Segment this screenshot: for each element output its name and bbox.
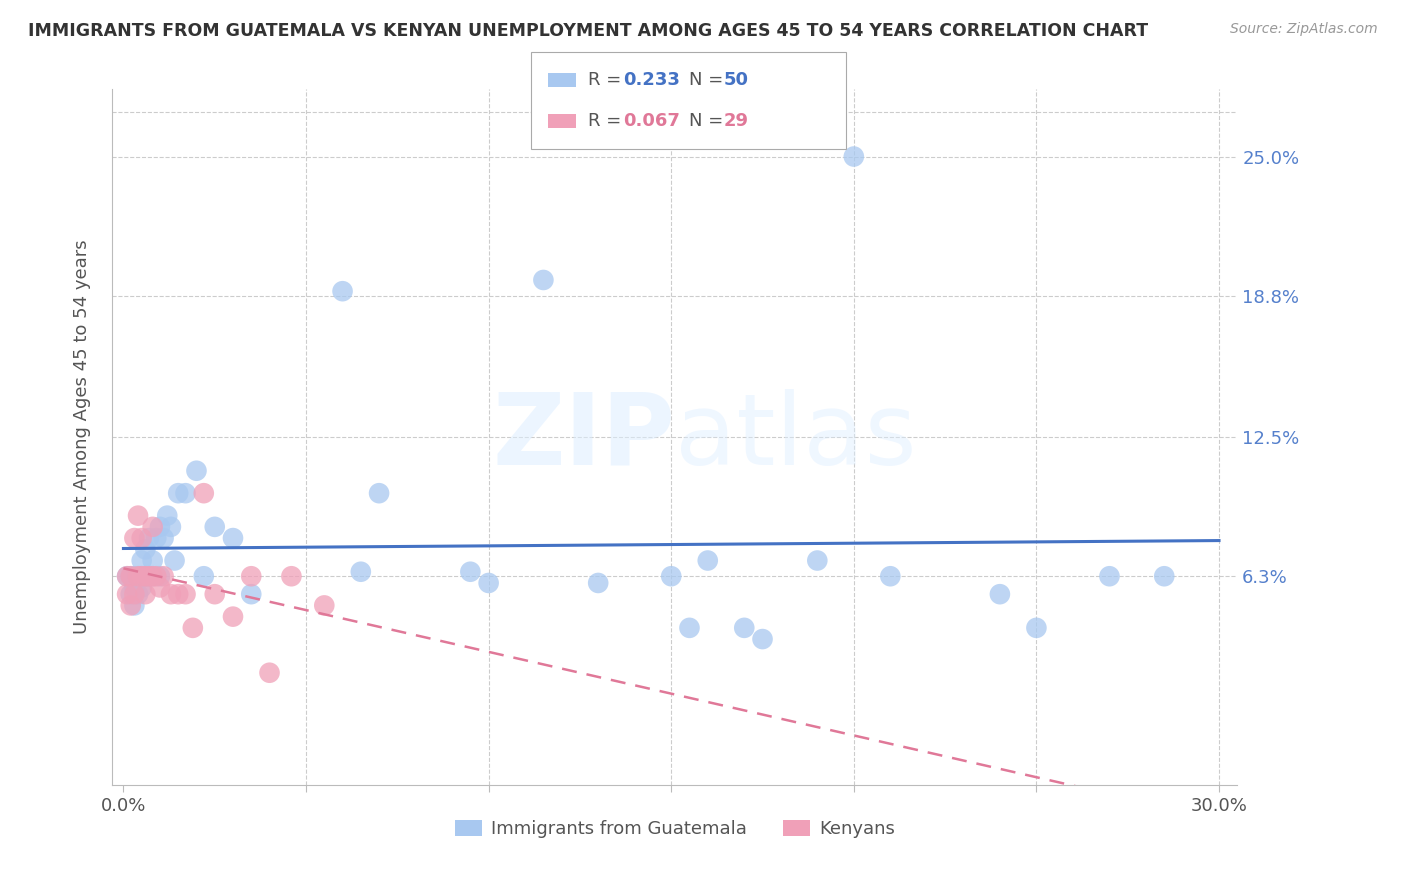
Point — [240, 569, 263, 583]
Point — [134, 587, 156, 601]
Point — [988, 587, 1011, 601]
Point — [678, 621, 700, 635]
Point — [314, 599, 336, 613]
Point — [167, 486, 190, 500]
Point — [127, 569, 149, 583]
Point — [124, 569, 146, 583]
Point — [1153, 569, 1175, 583]
Point — [134, 569, 156, 583]
Point — [586, 576, 609, 591]
Point — [368, 486, 391, 500]
Point — [131, 581, 153, 595]
Point — [124, 581, 146, 595]
Text: 50: 50 — [724, 70, 749, 88]
Y-axis label: Unemployment Among Ages 45 to 54 years: Unemployment Among Ages 45 to 54 years — [73, 240, 91, 634]
Point — [156, 508, 179, 523]
Text: R =: R = — [588, 70, 627, 88]
Point — [204, 520, 226, 534]
Point — [145, 569, 167, 583]
Point — [120, 599, 142, 613]
Point — [142, 569, 165, 583]
Text: N =: N = — [689, 70, 728, 88]
Point — [142, 553, 165, 567]
Point — [163, 553, 186, 567]
Point — [193, 569, 215, 583]
Point — [149, 520, 172, 534]
Point — [204, 587, 226, 601]
Point — [152, 569, 174, 583]
Point — [193, 486, 215, 500]
Point — [131, 531, 153, 545]
Point — [280, 569, 302, 583]
Point — [120, 569, 142, 583]
Point — [350, 565, 373, 579]
Point — [259, 665, 281, 680]
Point — [131, 553, 153, 567]
Point — [149, 581, 172, 595]
Point — [120, 569, 142, 583]
Point — [124, 599, 146, 613]
Point — [160, 587, 183, 601]
Point — [1025, 621, 1047, 635]
Point — [174, 486, 197, 500]
Point — [127, 569, 149, 583]
Point — [842, 149, 865, 163]
Point — [134, 542, 156, 557]
Point — [806, 553, 828, 567]
Point — [145, 531, 167, 545]
Text: 29: 29 — [724, 112, 749, 130]
Text: N =: N = — [689, 112, 728, 130]
Legend: Immigrants from Guatemala, Kenyans: Immigrants from Guatemala, Kenyans — [447, 813, 903, 846]
Point — [659, 569, 682, 583]
Point — [879, 569, 901, 583]
Point — [222, 609, 245, 624]
Point — [138, 569, 160, 583]
Point — [124, 587, 146, 601]
Point — [152, 531, 174, 545]
Point — [181, 621, 204, 635]
Point — [160, 520, 183, 534]
Point — [332, 284, 354, 298]
Text: atlas: atlas — [675, 389, 917, 485]
Point — [1098, 569, 1121, 583]
Text: 0.067: 0.067 — [623, 112, 679, 130]
Point — [478, 576, 501, 591]
Point — [120, 587, 142, 601]
Point — [531, 273, 554, 287]
Point — [131, 569, 153, 583]
Point — [149, 569, 172, 583]
Point — [115, 587, 138, 601]
Point — [696, 553, 718, 567]
Point — [167, 587, 190, 601]
Text: Source: ZipAtlas.com: Source: ZipAtlas.com — [1230, 22, 1378, 37]
Point — [138, 531, 160, 545]
Point — [134, 569, 156, 583]
Text: IMMIGRANTS FROM GUATEMALA VS KENYAN UNEMPLOYMENT AMONG AGES 45 TO 54 YEARS CORRE: IMMIGRANTS FROM GUATEMALA VS KENYAN UNEM… — [28, 22, 1149, 40]
Point — [127, 587, 149, 601]
Point — [460, 565, 482, 579]
Point — [751, 632, 773, 646]
Point — [115, 569, 138, 583]
Point — [142, 520, 165, 534]
Point — [240, 587, 263, 601]
Text: ZIP: ZIP — [492, 389, 675, 485]
Text: 0.233: 0.233 — [623, 70, 679, 88]
Point — [142, 569, 165, 583]
Point — [115, 569, 138, 583]
Point — [131, 569, 153, 583]
Point — [138, 569, 160, 583]
Text: R =: R = — [588, 112, 627, 130]
Point — [127, 508, 149, 523]
Point — [174, 587, 197, 601]
Point — [733, 621, 755, 635]
Point — [124, 531, 146, 545]
Point — [222, 531, 245, 545]
Point — [186, 464, 208, 478]
